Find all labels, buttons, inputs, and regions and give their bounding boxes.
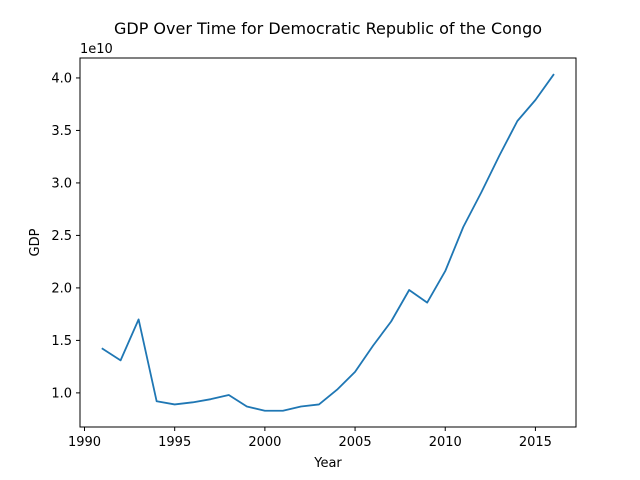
x-tick-label: 2010 bbox=[429, 435, 462, 450]
y-tick-label: 2.5 bbox=[51, 229, 72, 244]
x-axis-ticks: 1990 1995 2000 2005 2010 2015 bbox=[68, 427, 552, 450]
y-tick-label: 3.0 bbox=[51, 176, 72, 191]
y-tick-label: 1.0 bbox=[51, 386, 72, 401]
y-axis-scale-label: 1e10 bbox=[80, 42, 113, 57]
y-tick-label: 4.0 bbox=[51, 71, 72, 86]
x-tick-label: 1995 bbox=[158, 435, 191, 450]
axes-frame bbox=[79, 57, 577, 428]
gdp-series-line bbox=[101, 73, 555, 412]
x-tick-label: 1990 bbox=[68, 435, 101, 450]
y-axis-ticks: 1.0 1.5 2.0 2.5 3.0 3.5 4.0 bbox=[51, 71, 80, 401]
y-tick-label: 2.0 bbox=[51, 281, 72, 296]
x-tick-label: 2000 bbox=[248, 435, 281, 450]
x-tick-label: 2015 bbox=[519, 435, 552, 450]
y-tick-label: 1.5 bbox=[51, 334, 72, 349]
x-axis-label: Year bbox=[313, 456, 342, 471]
y-tick-label: 3.5 bbox=[51, 124, 72, 139]
x-tick-label: 2005 bbox=[339, 435, 372, 450]
y-axis-label: GDP bbox=[28, 228, 43, 256]
chart-title: GDP Over Time for Democratic Republic of… bbox=[114, 19, 542, 38]
plot-area bbox=[101, 73, 555, 412]
